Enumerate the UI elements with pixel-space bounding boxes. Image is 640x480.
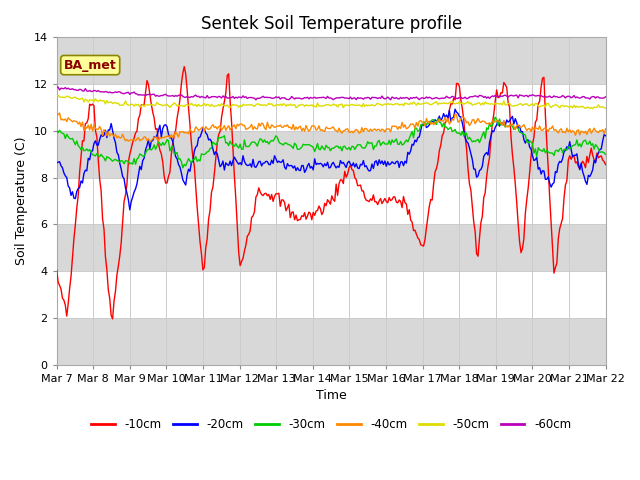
- Bar: [57, 131, 605, 178]
- Bar: [57, 318, 605, 365]
- Bar: [57, 224, 605, 271]
- X-axis label: Time: Time: [316, 389, 346, 402]
- Legend: -10cm, -20cm, -30cm, -40cm, -50cm, -60cm: -10cm, -20cm, -30cm, -40cm, -50cm, -60cm: [86, 413, 576, 435]
- Bar: [57, 37, 605, 84]
- Title: Sentek Soil Temperature profile: Sentek Soil Temperature profile: [200, 15, 462, 33]
- Y-axis label: Soil Temperature (C): Soil Temperature (C): [15, 137, 28, 265]
- Text: BA_met: BA_met: [64, 59, 116, 72]
